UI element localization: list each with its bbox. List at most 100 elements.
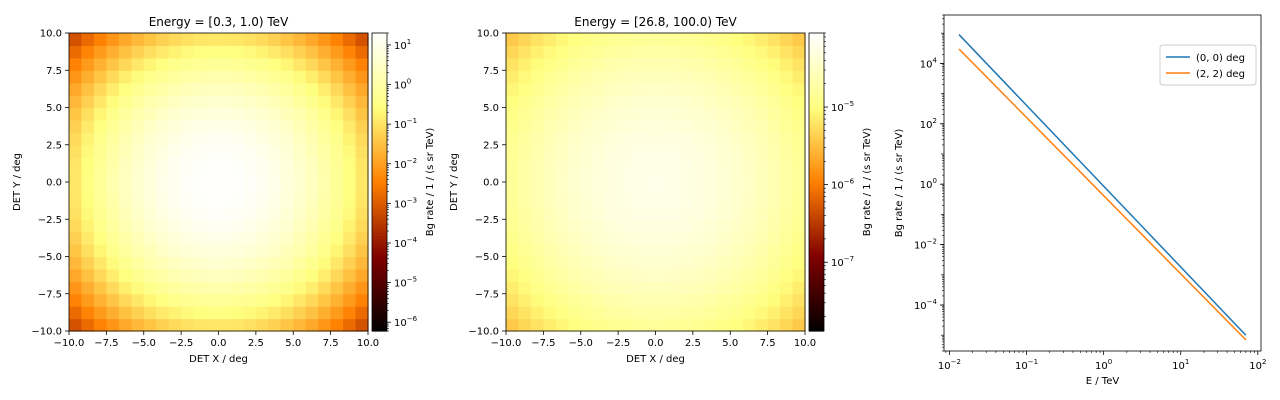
heatmap-cell — [193, 281, 207, 295]
heatmap-cell — [69, 244, 83, 258]
heatmap-cell — [193, 33, 207, 47]
heatmap-cell — [355, 95, 369, 109]
heatmap-cell — [655, 157, 669, 171]
heatmap-cell — [93, 244, 107, 258]
heatmap-cell — [318, 306, 332, 320]
heatmap-cell — [593, 95, 607, 109]
y-tick-label: 0.0 — [483, 178, 499, 189]
heatmap-cell — [705, 244, 719, 258]
heatmap-cell — [181, 219, 195, 233]
heatmap-cell — [206, 107, 220, 121]
heatmap-cell — [69, 157, 83, 171]
heatmap-cell — [131, 293, 145, 307]
heatmap-cell — [106, 244, 120, 258]
heatmap-cell — [355, 268, 369, 282]
heatmap-cell — [330, 306, 344, 320]
heatmap-cell — [181, 70, 195, 84]
heatmap-cell — [780, 281, 794, 295]
heatmap-cell — [667, 95, 682, 109]
heatmap-cell — [630, 157, 644, 171]
heatmap-cell — [643, 57, 657, 71]
colorbar-segment — [372, 187, 387, 192]
heatmap-panel-high-energy: Energy = [26.8, 100.0) TeV −10.0 −7.5 −5.0… — [449, 15, 873, 365]
heatmap-cell — [293, 293, 307, 307]
heatmap-cell — [255, 268, 269, 282]
heatmap-cell — [643, 182, 657, 196]
colorbar-segment — [372, 226, 387, 231]
heatmap-cell — [69, 293, 83, 307]
heatmap-cell — [730, 70, 744, 84]
heatmap-cell — [643, 70, 657, 84]
colorbar-segment — [809, 116, 824, 121]
heatmap-cell — [218, 119, 232, 133]
heatmap-cell — [69, 107, 83, 121]
heatmap-cells — [69, 33, 369, 332]
heatmap-cell — [530, 268, 544, 282]
heatmap-cell — [293, 182, 307, 196]
heatmap-cell — [343, 293, 357, 307]
heatmap-cell — [255, 144, 269, 158]
heatmap-cell — [630, 318, 644, 332]
colorbar-segment — [372, 137, 387, 141]
heatmap-cell — [143, 293, 157, 307]
heatmap-cell — [168, 95, 182, 109]
heatmap-cell — [305, 256, 319, 270]
heatmap-cell — [605, 33, 619, 47]
heatmap-cell — [230, 95, 245, 109]
colorbar-segment — [372, 68, 387, 73]
heatmap-cell — [717, 281, 731, 295]
heatmap-cell — [755, 281, 769, 295]
heatmap-cell — [181, 318, 195, 332]
heatmap-cell — [268, 70, 282, 84]
heatmap-cell — [780, 95, 794, 109]
heatmap-cell — [730, 244, 744, 258]
heatmap-cell — [518, 70, 532, 84]
heatmap-cell — [792, 132, 806, 146]
heatmap-cell — [717, 169, 731, 183]
heatmap-cell — [280, 194, 294, 208]
colorbar-segment — [809, 244, 824, 249]
heatmap-cell — [230, 318, 245, 332]
heatmap-cell — [118, 256, 132, 270]
heatmap-cell — [343, 144, 357, 158]
heatmap-cell — [268, 206, 282, 220]
heatmap-cell — [143, 244, 157, 258]
heatmap-cell — [131, 244, 145, 258]
heatmap-cell — [580, 194, 594, 208]
heatmap-cell — [792, 256, 806, 270]
heatmap-cell — [293, 70, 307, 84]
heatmap-cell — [630, 45, 644, 59]
heatmap-cell — [667, 194, 682, 208]
heatmap-cell — [593, 57, 607, 71]
heatmap-cell — [230, 194, 245, 208]
heatmap-cell — [69, 256, 83, 270]
x-tick-label: −5.0 — [132, 338, 156, 349]
heatmap-cell — [618, 95, 632, 109]
heatmap-cell — [69, 119, 83, 133]
heatmap-cell — [717, 57, 731, 71]
colorbar-segment — [372, 289, 387, 293]
heatmap-cell — [93, 293, 107, 307]
heatmap-cell — [355, 82, 369, 96]
colorbar-segment — [372, 301, 387, 305]
heatmap-cell — [255, 318, 269, 332]
x-tick-label: −7.5 — [94, 338, 118, 349]
heatmap-cell — [680, 57, 694, 71]
colorbar-segment — [372, 271, 387, 275]
colorbar-segment — [372, 223, 387, 228]
heatmap-cell — [330, 206, 344, 220]
heatmap-cell — [692, 82, 706, 96]
heatmap-cell — [742, 70, 756, 84]
heatmap-cell — [630, 231, 644, 245]
heatmap-cell — [792, 268, 806, 282]
colorbar-segment — [809, 95, 824, 100]
heatmap-cell — [118, 157, 132, 171]
colorbar-segment — [372, 328, 387, 332]
heatmap-cell — [692, 318, 706, 332]
heatmap-cell — [543, 57, 557, 71]
heatmap-cell — [268, 107, 282, 121]
heatmap-cell — [518, 169, 532, 183]
heatmap-cell — [280, 132, 294, 146]
heatmap-cell — [106, 95, 120, 109]
heatmap-cell — [580, 144, 594, 158]
